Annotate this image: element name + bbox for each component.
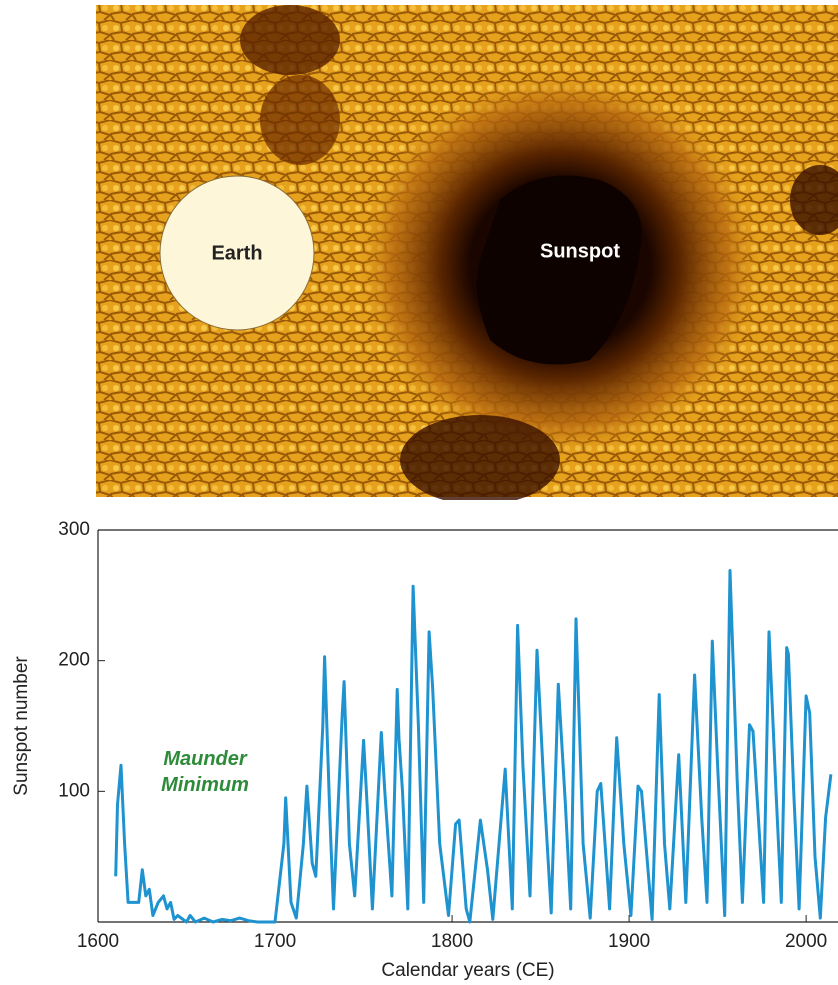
y-tick-label: 300 — [58, 519, 90, 540]
y-axis-title: Sunspot number — [11, 656, 32, 796]
x-tick-label: 1600 — [77, 931, 119, 952]
chart: Sunspot number Calendar years (CE) 100 20… — [0, 0, 838, 985]
page: Earth Sunspot Sunspot number Calendar ye… — [0, 0, 838, 985]
annotation: Maunder Minimum — [140, 746, 270, 798]
y-tick-label: 200 — [58, 650, 90, 671]
x-tick-label: 1900 — [608, 931, 650, 952]
y-tick-label: 100 — [58, 780, 90, 801]
x-tick-label: 1700 — [254, 931, 296, 952]
x-axis-title: Calendar years (CE) — [381, 960, 554, 981]
x-tick-label: 2000 — [785, 931, 827, 952]
x-tick-label: 1800 — [431, 931, 473, 952]
